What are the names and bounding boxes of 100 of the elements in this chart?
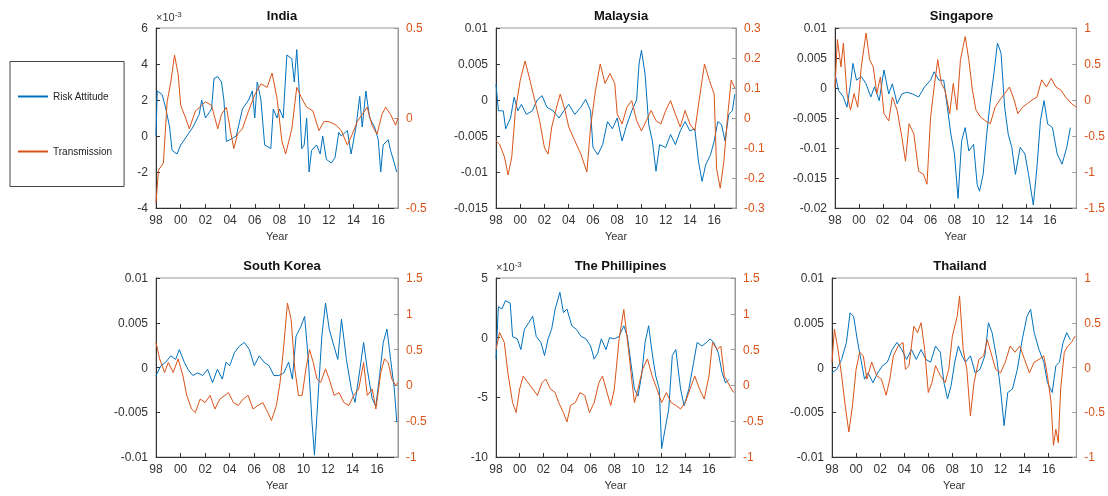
- x-tick-label: 16: [702, 462, 716, 476]
- y-tick-label: 0: [481, 330, 489, 345]
- x-tick-label: 08: [610, 213, 625, 227]
- y-tick-label: -0.005: [113, 405, 149, 420]
- line-series: [155, 49, 398, 173]
- y2-tick-label: 0: [743, 378, 750, 393]
- x-axis-title: Year: [604, 230, 628, 243]
- y-tick-label: 0.005: [793, 315, 825, 330]
- x-tick-label: 04: [223, 462, 237, 476]
- x-tick-label: 98: [149, 462, 163, 476]
- y2-tick-label: 0: [1084, 360, 1092, 375]
- legend-label: Transmission: [53, 146, 113, 157]
- y2-tick-label: 0.5: [406, 342, 424, 357]
- y2-tick-label: 0.5: [743, 342, 761, 357]
- y2-tick-label: 1: [406, 306, 413, 321]
- y2-tick-label: 0: [1084, 93, 1092, 107]
- x-tick-label: 04: [560, 462, 574, 476]
- y-tick-label: 0: [481, 93, 489, 107]
- x-tick-label: 98: [489, 213, 503, 227]
- y-tick-label: -0.005: [792, 111, 828, 125]
- x-tick-label: 98: [825, 462, 839, 476]
- x-tick-label: 14: [1017, 462, 1032, 476]
- x-axis-title: Year: [944, 230, 968, 243]
- y-tick-label: 0.01: [800, 271, 825, 285]
- x-tick-label: 14: [678, 462, 693, 476]
- x-tick-label: 08: [272, 213, 287, 227]
- y2-tick-label: -1: [406, 450, 417, 464]
- y-tick-label: 0.005: [796, 51, 828, 65]
- x-tick-label: 10: [971, 213, 986, 227]
- y2-tick-label: 0: [406, 111, 413, 125]
- y-tick-label: 0: [817, 360, 825, 375]
- x-tick-label: 02: [876, 213, 890, 227]
- line-series: [155, 302, 399, 421]
- y-tick-label: 0: [820, 81, 828, 95]
- x-tick-label: 10: [969, 462, 984, 476]
- x-axis-title: Year: [265, 230, 289, 243]
- x-tick-label: 00: [849, 462, 864, 476]
- y2-tick-label: -0.5: [1084, 129, 1106, 143]
- y-tick-label: -10: [470, 450, 489, 464]
- chart-title: South Korea: [243, 258, 322, 273]
- y-tick-label: -0.02: [799, 201, 828, 215]
- x-tick-label: 08: [947, 213, 962, 227]
- y2-tick-label: 0.5: [1084, 315, 1102, 330]
- x-tick-label: 04: [223, 213, 238, 227]
- x-tick-label: 02: [536, 462, 551, 476]
- x-tick-label: 04: [897, 462, 912, 476]
- x-tick-label: 10: [634, 213, 649, 227]
- x-tick-label: 06: [921, 462, 936, 476]
- y2-tick-label: 0: [744, 111, 751, 125]
- x-tick-label: 06: [586, 213, 600, 227]
- line-series: [834, 32, 1077, 185]
- y-tick-label: 0.005: [117, 315, 149, 330]
- y2-tick-label: -0.5: [1084, 405, 1106, 420]
- x-tick-label: 06: [247, 462, 262, 476]
- y-tick-label: 5: [481, 271, 489, 285]
- x-tick-label: 14: [346, 213, 361, 227]
- x-tick-label: 10: [631, 462, 645, 476]
- x-tick-label: 04: [900, 213, 914, 227]
- x-tick-label: 14: [345, 462, 360, 476]
- y2-tick-label: 0.5: [406, 21, 424, 35]
- y2-tick-label: 0.1: [744, 81, 762, 95]
- x-tick-label: 98: [149, 213, 163, 227]
- x-tick-label: 12: [659, 213, 673, 227]
- y-tick-label: -2: [137, 165, 149, 179]
- y-tick-label: -0.015: [453, 201, 489, 215]
- x-tick-label: 12: [993, 462, 1008, 476]
- y2-tick-label: -0.5: [743, 414, 764, 429]
- x-tick-label: 12: [995, 213, 1010, 227]
- y2-tick-label: 0.5: [1084, 57, 1102, 71]
- line-series: [495, 291, 730, 450]
- line-series: [495, 309, 735, 423]
- y-tick-label: -0.01: [460, 165, 489, 179]
- x-tick-label: 06: [583, 462, 598, 476]
- y-tick-label: 0.01: [803, 21, 828, 35]
- y2-tick-label: -1: [1084, 450, 1096, 464]
- x-tick-label: 00: [512, 462, 527, 476]
- x-tick-label: 06: [248, 213, 262, 227]
- y-tick-label: -4: [137, 201, 149, 215]
- y2-tick-label: -0.2: [744, 171, 765, 185]
- x-tick-label: 02: [873, 462, 888, 476]
- y-tick-label: 0.005: [457, 57, 489, 71]
- x-tick-label: 10: [297, 213, 312, 227]
- line-series: [831, 308, 1071, 427]
- y-tick-label: 0: [141, 360, 149, 375]
- line-series: [831, 295, 1076, 446]
- y2-tick-label: -1: [1084, 165, 1096, 179]
- y-tick-label: 6: [141, 21, 149, 35]
- x-tick-label: 16: [1043, 213, 1058, 227]
- x-tick-label: 16: [1041, 462, 1056, 476]
- y2-tick-label: -1.5: [1084, 201, 1106, 215]
- x-tick-label: 04: [562, 213, 576, 227]
- x-tick-label: 12: [322, 213, 336, 227]
- x-tick-label: 08: [272, 462, 286, 476]
- x-tick-label: 08: [607, 462, 622, 476]
- x-tick-label: 00: [173, 462, 188, 476]
- y2-tick-label: 1: [1084, 271, 1092, 285]
- y-tick-label: 4: [141, 57, 149, 71]
- x-tick-label: 16: [707, 213, 722, 227]
- y-tick-label: -0.01: [796, 450, 825, 464]
- y-tick-label: -0.01: [120, 450, 149, 464]
